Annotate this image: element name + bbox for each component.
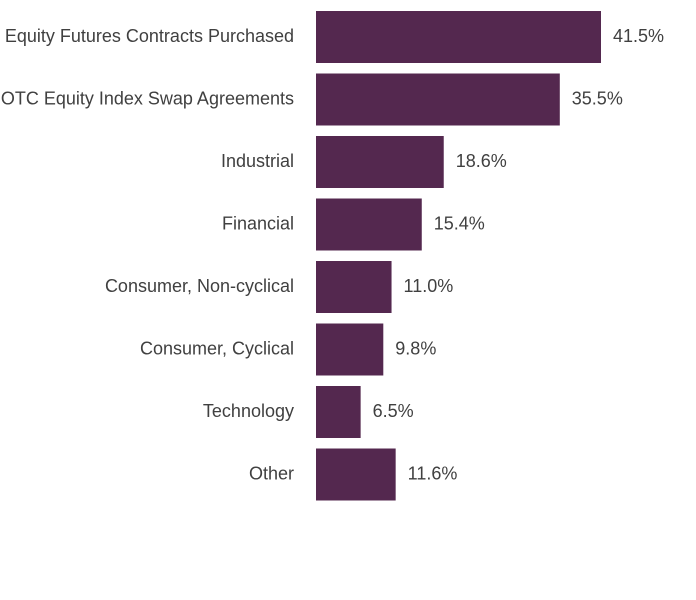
value-label: 18.6% <box>456 151 507 171</box>
value-label: 15.4% <box>434 213 485 233</box>
bar <box>316 261 392 313</box>
value-label: 6.5% <box>373 401 414 421</box>
value-label: 9.8% <box>395 338 436 358</box>
bar <box>316 136 444 188</box>
category-label: Financial <box>222 213 294 233</box>
bar <box>316 323 384 376</box>
category-label: Equity Futures Contracts Purchased <box>5 26 294 46</box>
bar <box>316 73 560 126</box>
value-label: 11.6% <box>408 463 458 483</box>
bar <box>316 11 601 63</box>
value-label: 41.5% <box>613 26 664 46</box>
bar <box>316 198 422 251</box>
category-label: Technology <box>203 401 294 421</box>
category-label: Consumer, Cyclical <box>140 338 294 358</box>
category-label: Other <box>249 463 294 483</box>
bar <box>316 386 361 438</box>
value-label: 11.0% <box>404 276 454 296</box>
category-label: Consumer, Non-cyclical <box>105 276 294 296</box>
bar <box>316 448 396 501</box>
category-label: OTC Equity Index Swap Agreements <box>1 88 294 108</box>
value-label: 35.5% <box>572 88 623 108</box>
category-label: Industrial <box>221 151 294 171</box>
